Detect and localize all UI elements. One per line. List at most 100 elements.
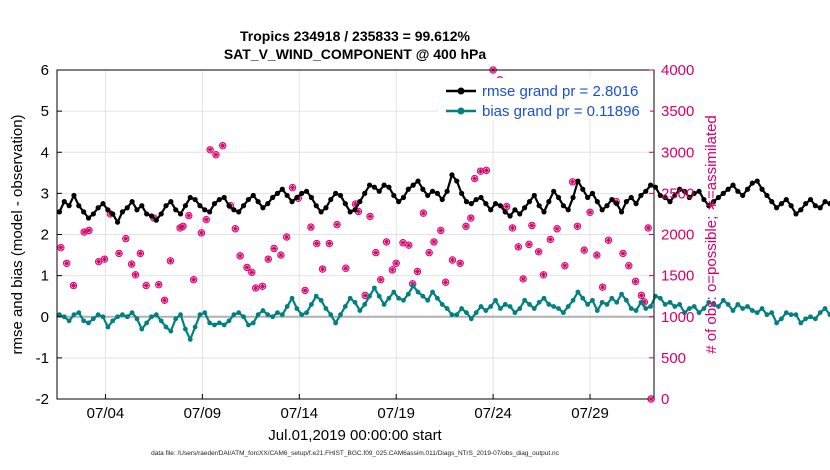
- bias-point: [246, 322, 251, 328]
- bias-point: [425, 297, 431, 303]
- rmse-point: [177, 211, 184, 217]
- bias-point: [468, 316, 474, 322]
- obs-marker: [441, 278, 450, 286]
- obs-marker: [625, 262, 633, 270]
- bias-point: [725, 302, 731, 307]
- bias-point: [304, 310, 309, 316]
- rmse-point: [337, 192, 344, 199]
- obs-assimilated-point: [133, 272, 139, 278]
- rmse-point: [153, 217, 159, 223]
- series-group: [56, 66, 830, 403]
- data-file-footnote: data file: /Users/raeder/DAI/ATM_forcXX/…: [151, 450, 559, 457]
- bias-point: [517, 306, 523, 311]
- rmse-point: [778, 201, 785, 207]
- bias-point: [420, 293, 426, 299]
- bias-point: [294, 306, 300, 311]
- bias-point: [391, 289, 397, 295]
- rmse-point: [764, 192, 770, 199]
- rmse-point: [677, 186, 683, 192]
- obs-marker: [586, 208, 594, 216]
- rmse-point: [168, 199, 174, 205]
- bias-point: [633, 308, 639, 313]
- obs-assimilated-point: [431, 239, 437, 245]
- rmse-point: [686, 194, 692, 201]
- bias-point: [362, 302, 368, 307]
- bias-point: [376, 293, 382, 299]
- bias-point: [493, 297, 498, 303]
- rmse-point: [449, 172, 455, 178]
- y-tick-label: 4: [41, 144, 49, 161]
- obs-assimilated-point: [186, 213, 192, 219]
- obs-assimilated-point: [406, 242, 412, 248]
- bias-point: [221, 322, 227, 328]
- obs-possible-point: [553, 225, 561, 233]
- bias-point: [57, 312, 62, 318]
- obs-possible-point: [206, 146, 214, 154]
- rmse-point: [313, 203, 319, 209]
- obs-possible-point: [619, 249, 627, 258]
- obs-possible-point: [382, 238, 391, 246]
- x-tick-label: 07/29: [571, 405, 609, 422]
- rmse-point: [90, 211, 96, 217]
- rmse-point: [100, 201, 106, 207]
- rmse-point: [711, 199, 717, 205]
- obs-assimilated-point: [620, 250, 626, 256]
- legend-bias-label: bias grand pr = 0.11896: [482, 103, 640, 120]
- bias-point: [803, 316, 809, 322]
- obs-possible-point: [288, 183, 297, 192]
- bias-point: [774, 320, 779, 326]
- bias-point: [120, 312, 125, 318]
- obs-assimilated-point: [515, 244, 521, 250]
- obs-marker: [430, 238, 438, 246]
- obs-marker: [514, 243, 523, 251]
- obs-possible-point: [100, 255, 109, 263]
- bias-point: [410, 283, 416, 289]
- bias-point: [439, 302, 445, 307]
- obs-marker: [231, 225, 240, 233]
- y2-tick-label: 1500: [661, 268, 694, 285]
- bias-point: [779, 316, 784, 322]
- rmse-line: [58, 173, 830, 224]
- rmse-point: [526, 199, 533, 205]
- rmse-point: [415, 178, 421, 184]
- obs-assimilated-point: [162, 297, 168, 303]
- obs-possible-point: [637, 291, 646, 300]
- obs-assimilated-point: [326, 241, 332, 247]
- obs-possible-point: [448, 256, 457, 264]
- bias-point: [599, 299, 605, 305]
- rmse-point: [454, 178, 460, 184]
- obs-possible-point: [142, 281, 150, 290]
- rmse-point: [429, 188, 436, 194]
- obs-marker: [467, 214, 475, 222]
- obs-assimilated-point: [203, 217, 209, 223]
- bias-point: [793, 312, 799, 318]
- y-tick-label: 1: [41, 268, 49, 285]
- obs-assimilated-point: [626, 263, 632, 269]
- obs-possible-point: [127, 260, 136, 268]
- bias-point: [318, 297, 324, 303]
- obs-possible-point: [508, 224, 517, 232]
- obs-marker: [366, 212, 374, 221]
- obs-marker: [219, 141, 227, 150]
- bias-point: [342, 304, 348, 309]
- rmse-point: [144, 211, 150, 217]
- rmse-point: [158, 211, 164, 217]
- bias-point: [783, 310, 789, 316]
- legend-rmse-swatch-marker: [457, 87, 465, 95]
- obs-marker: [456, 259, 464, 267]
- obs-assimilated-point: [253, 285, 259, 291]
- bias-point: [628, 306, 634, 311]
- y-tick-label: 3: [41, 185, 49, 202]
- bias-point: [279, 312, 285, 318]
- rmse-point: [672, 192, 678, 199]
- obs-assimilated-point: [320, 266, 326, 272]
- bias-point: [570, 297, 576, 303]
- obs-possible-point: [166, 257, 175, 265]
- bias-point: [367, 293, 372, 299]
- rmse-point: [507, 213, 513, 219]
- rmse-point: [609, 196, 615, 203]
- rmse-point: [134, 207, 140, 213]
- obs-marker: [179, 222, 187, 230]
- rmse-point: [483, 201, 489, 207]
- rmse-point: [560, 203, 566, 209]
